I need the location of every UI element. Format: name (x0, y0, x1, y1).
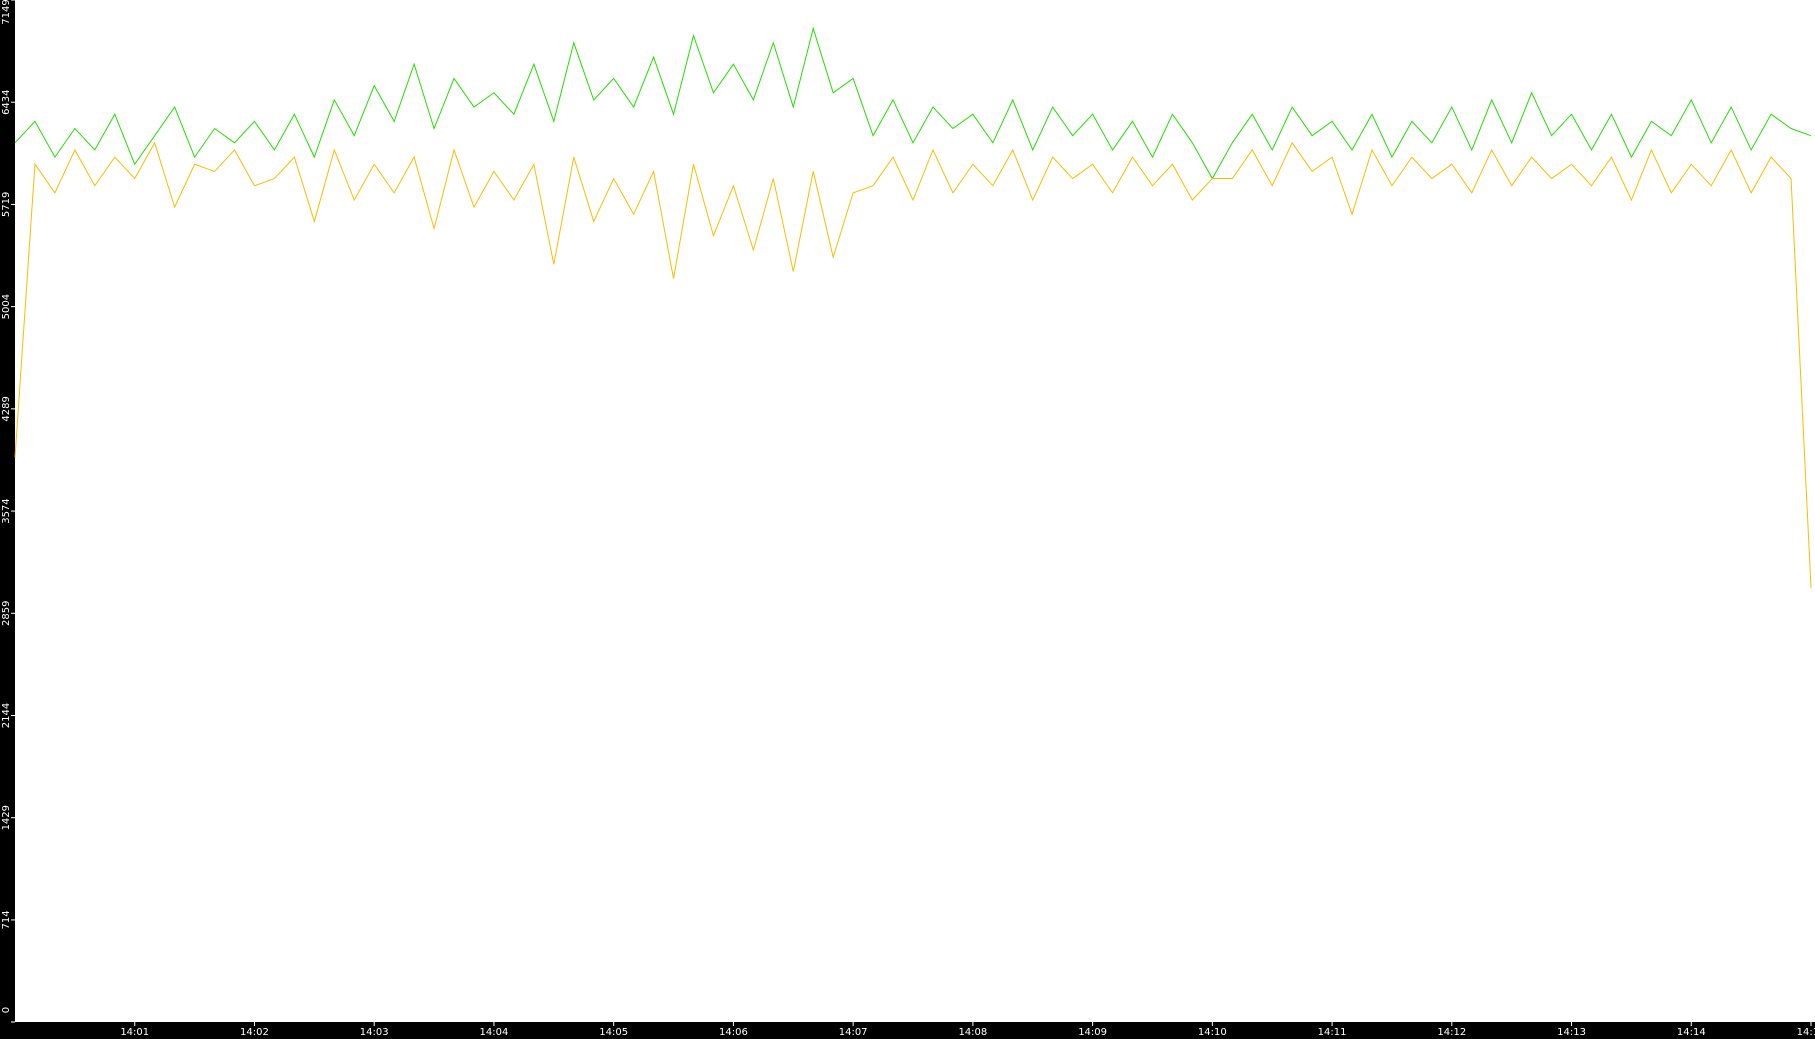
y-tick-label: 5719 (1, 192, 12, 217)
x-tick-label: 14:03 (360, 1027, 389, 1038)
y-tick-label: 3574 (1, 498, 12, 523)
x-tick-label: 14:15 (1797, 1027, 1815, 1038)
y-tick-label: 1429 (1, 805, 12, 830)
y-tick-label: 4289 (1, 396, 12, 421)
x-tick-label: 14:09 (1078, 1027, 1107, 1038)
x-tick-label: 14:11 (1318, 1027, 1347, 1038)
x-tick-label: 14:06 (719, 1027, 748, 1038)
x-tick-label: 14:01 (120, 1027, 149, 1038)
x-tick-label: 14:13 (1557, 1027, 1586, 1038)
x-tick-label: 14:05 (599, 1027, 628, 1038)
plot-area (15, 0, 1815, 1022)
x-tick-label: 14:08 (958, 1027, 987, 1038)
x-tick-label: 14:10 (1198, 1027, 1227, 1038)
x-tick-label: 14:07 (839, 1027, 868, 1038)
y-tick-label: 0 (1, 1007, 12, 1013)
series-line (14, 141, 1812, 589)
x-tick-label: 14:04 (480, 1027, 509, 1038)
x-tick-label: 14:14 (1677, 1027, 1706, 1038)
y-tick-label: 2859 (1, 601, 12, 626)
y-tick-label: 6434 (1, 89, 12, 114)
series-line (14, 26, 1812, 180)
x-tick-label: 14:02 (240, 1027, 269, 1038)
y-tick-label: 2144 (1, 703, 12, 728)
y-tick-label: 5004 (1, 294, 12, 319)
y-tick-label: 714 (1, 910, 12, 929)
y-tick-label: 7149 (1, 0, 12, 25)
x-tick-label: 14:12 (1437, 1027, 1466, 1038)
